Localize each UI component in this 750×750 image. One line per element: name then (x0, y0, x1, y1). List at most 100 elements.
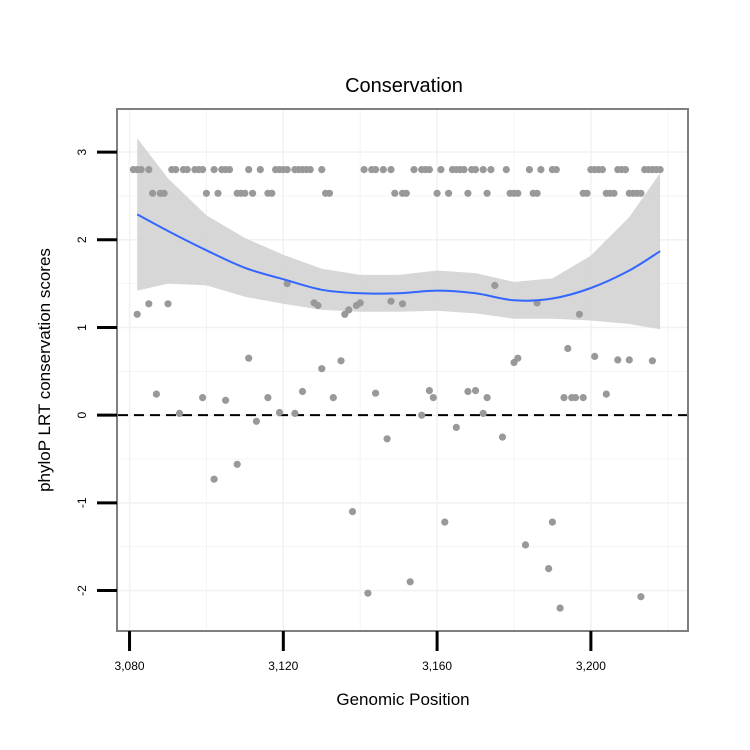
data-point (479, 409, 487, 417)
data-point (514, 189, 522, 197)
data-point (433, 189, 441, 197)
data-point (487, 166, 495, 174)
data-point (222, 396, 230, 404)
y-tick-label: 1 (75, 324, 89, 331)
data-point (402, 189, 410, 197)
data-point (356, 299, 364, 307)
data-point (133, 310, 141, 318)
data-point (145, 166, 153, 174)
data-point (245, 354, 253, 362)
data-point (625, 356, 633, 364)
data-point (283, 166, 291, 174)
data-point (225, 166, 234, 174)
data-point (460, 166, 468, 174)
plot-frame (116, 108, 689, 632)
data-point (406, 578, 414, 586)
y-tick-label: 2 (75, 236, 89, 243)
data-point (387, 166, 395, 174)
x-tick-label: 3,160 (422, 659, 452, 673)
data-point (199, 166, 207, 174)
data-point (268, 189, 276, 197)
data-point (537, 166, 545, 174)
data-point (264, 394, 272, 402)
data-point (498, 433, 507, 441)
data-point (502, 166, 510, 174)
data-point (556, 604, 564, 612)
data-point (483, 394, 491, 402)
data-point (337, 357, 345, 365)
data-point (152, 390, 160, 398)
data-point (471, 387, 480, 395)
data-point (348, 508, 357, 516)
data-point (245, 166, 253, 174)
data-point (514, 354, 522, 362)
data-point (372, 389, 380, 397)
data-point (571, 394, 580, 402)
chart-title: Conservation (345, 75, 463, 97)
data-point (564, 344, 572, 353)
smooth-line-path (136, 213, 661, 302)
confidence-band (137, 138, 661, 330)
x-tick-label: 3,120 (268, 659, 298, 673)
data-point (275, 408, 284, 417)
data-point (410, 166, 418, 174)
data-point (521, 541, 530, 549)
data-point (441, 518, 449, 526)
data-point (602, 390, 610, 398)
data-point (164, 300, 172, 308)
data-points (129, 166, 664, 612)
data-point (471, 166, 480, 174)
data-point (614, 356, 622, 364)
grid-lines (118, 110, 687, 630)
data-point (160, 189, 168, 197)
data-point (364, 589, 372, 597)
data-point (491, 281, 499, 289)
data-point (418, 411, 426, 419)
data-point (252, 417, 260, 425)
data-point (398, 300, 407, 308)
data-point (560, 394, 568, 402)
data-point (210, 475, 218, 483)
x-tick-label: 3,080 (115, 659, 145, 673)
data-point (291, 409, 299, 417)
data-point (314, 301, 322, 310)
data-point (172, 166, 180, 174)
data-point (137, 166, 145, 174)
data-point (425, 166, 433, 174)
data-point (525, 166, 534, 174)
data-point (464, 387, 472, 396)
data-point (548, 518, 557, 526)
data-point (425, 387, 433, 395)
x-axis: 3,080 3,120 3,160 3,200 (115, 631, 606, 673)
data-point (383, 435, 391, 443)
data-point (464, 189, 472, 197)
data-point (483, 189, 491, 197)
y-tick-label: 3 (75, 148, 89, 155)
data-point (552, 166, 560, 174)
data-point (583, 189, 591, 197)
data-point (533, 189, 541, 197)
y-axis: 3 2 1 0 -1 -2 (75, 148, 117, 596)
data-point (372, 166, 380, 174)
data-point (591, 352, 599, 360)
data-point (621, 166, 630, 174)
data-point (610, 189, 618, 197)
data-point (249, 189, 257, 197)
data-point (579, 394, 587, 402)
data-point (325, 189, 334, 197)
x-axis-title: Genomic Position (336, 690, 469, 709)
data-point (391, 189, 399, 197)
y-tick-label: 0 (75, 412, 89, 419)
data-point (183, 166, 191, 174)
data-point (379, 166, 387, 174)
data-point (437, 166, 445, 174)
data-point (149, 189, 157, 197)
data-point (575, 310, 584, 318)
data-point (387, 297, 395, 305)
smooth-line (136, 213, 661, 302)
data-point (637, 593, 645, 601)
data-point (479, 166, 487, 174)
data-point (233, 460, 241, 468)
y-tick-label: -2 (75, 585, 89, 596)
